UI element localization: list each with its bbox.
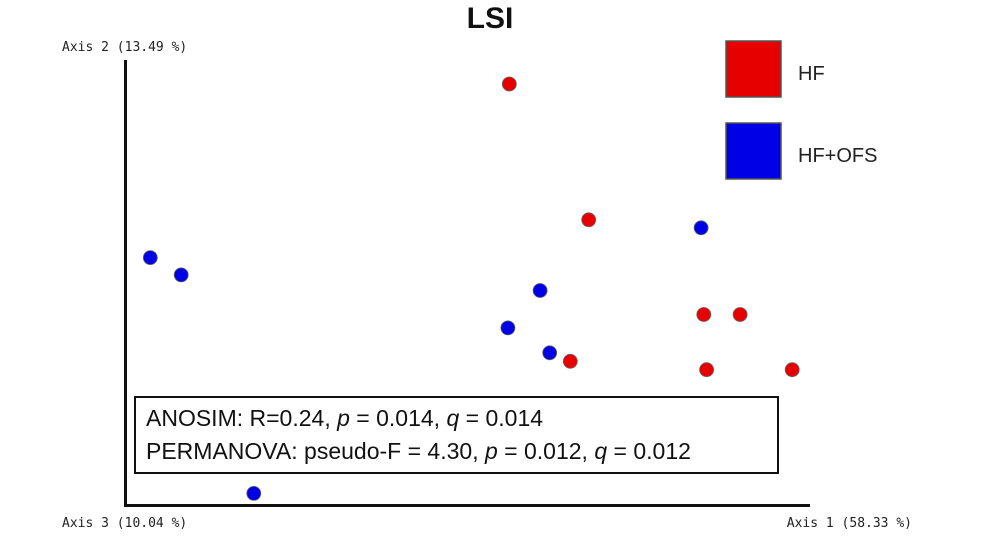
anosim-q-symbol: q (446, 405, 460, 431)
stats-box: ANOSIM: R=0.24, p = 0.014, q = 0.014 PER… (134, 396, 779, 474)
scatter-points (142, 76, 800, 501)
permanova-line: PERMANOVA: pseudo-F = 4.30, p = 0.012, q… (146, 435, 777, 468)
legend: HF HF+OFS (725, 40, 877, 180)
hf-ofs-point-5 (500, 320, 516, 336)
hf-ofs-point-6 (542, 345, 558, 361)
anosim-p-symbol: p (337, 405, 350, 431)
hf-ofs-point-2 (142, 250, 158, 266)
y-axis-label: Axis 2 (13.49 %) (62, 40, 187, 55)
legend-label-hf: HF (798, 63, 825, 85)
hf-point-5 (562, 353, 578, 369)
hf-point-6 (699, 362, 714, 378)
x-axis-label: Axis 1 (58.33 %) (787, 516, 912, 531)
hf-point-4 (732, 307, 748, 322)
legend-swatch-hf (725, 40, 782, 98)
hf-point-2 (581, 212, 597, 228)
permanova-p-value: = 0.012, (497, 438, 595, 464)
hf-point-3 (696, 307, 712, 322)
permanova-prefix: PERMANOVA: pseudo-F = 4.30, (146, 438, 485, 464)
z-axis-label: Axis 3 (10.04 %) (62, 516, 187, 531)
chart-title: LSI (467, 2, 514, 35)
permanova-q-value: = 0.012 (607, 438, 691, 464)
anosim-p-value: = 0.014, (349, 405, 447, 431)
anosim-q-value: = 0.014 (459, 405, 544, 431)
hf-ofs-point-4 (532, 283, 548, 298)
hf-ofs-point-7 (246, 485, 262, 501)
legend-label-hf-ofs: HF+OFS (798, 145, 877, 167)
hf-point-7 (784, 362, 800, 378)
legend-swatch-hf-ofs (725, 122, 782, 180)
hf-point-1 (501, 76, 517, 92)
anosim-prefix: ANOSIM: R=0.24, (146, 405, 338, 431)
anosim-line: ANOSIM: R=0.24, p = 0.014, q = 0.014 (146, 402, 777, 435)
permanova-q-symbol: q (594, 438, 608, 464)
hf-ofs-point-3 (173, 267, 189, 283)
permanova-p-symbol: p (484, 438, 498, 464)
hf-ofs-point-1 (693, 220, 709, 236)
